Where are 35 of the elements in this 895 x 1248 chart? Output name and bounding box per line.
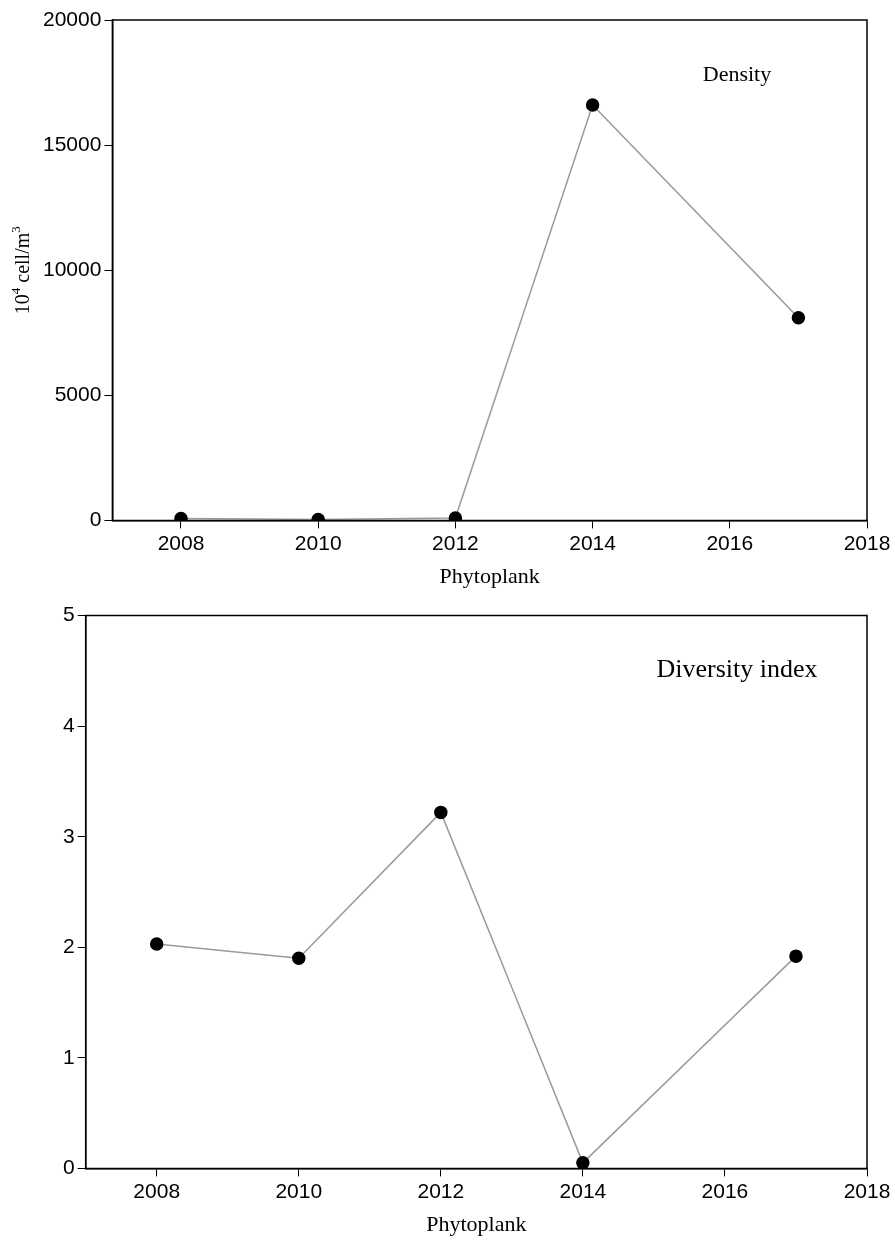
point xyxy=(149,937,164,951)
x-tick-label: 2008 xyxy=(157,530,205,554)
y-tick-label: 2 xyxy=(62,934,75,958)
y-tick-label: 0 xyxy=(62,1155,75,1179)
x-tick-label: 2016 xyxy=(706,530,754,554)
y-tick-label: 4 xyxy=(62,712,75,736)
annotation: Density xyxy=(702,60,772,86)
point xyxy=(292,951,306,966)
x-axis-title: Phytoplank xyxy=(439,562,540,588)
y-tick-label: 0 xyxy=(89,507,102,531)
x-tick-label: 2008 xyxy=(133,1178,181,1202)
point xyxy=(434,805,448,820)
point xyxy=(789,949,803,963)
y-axis-title: 104 cell/m3 xyxy=(8,226,34,315)
x-tick-label: 2014 xyxy=(569,530,617,554)
x-axis-title: Phytoplank xyxy=(426,1210,527,1236)
annotation: Diversity index xyxy=(656,654,818,684)
y-tick-label: 3 xyxy=(62,823,75,847)
y-tick-label: 5000 xyxy=(54,382,102,406)
x-tick-label: 2010 xyxy=(294,530,342,554)
point xyxy=(585,98,600,112)
x-tick-label: 2018 xyxy=(843,530,891,554)
point xyxy=(576,1156,590,1169)
y-tick-label: 1 xyxy=(62,1044,75,1068)
x-tick-label: 2016 xyxy=(701,1178,749,1202)
y-tick-label: 20000 xyxy=(42,6,102,30)
y-tick-label: 15000 xyxy=(42,131,102,155)
x-tick-label: 2010 xyxy=(275,1178,323,1202)
y-tick-label: 10000 xyxy=(42,257,102,280)
x-tick-label: 2014 xyxy=(559,1178,607,1202)
x-tick-label: 2012 xyxy=(432,530,479,554)
x-tick-label: 2012 xyxy=(417,1178,465,1202)
x-tick-label: 2018 xyxy=(843,1178,891,1202)
y-tick-label: 5 xyxy=(62,602,75,626)
point xyxy=(791,310,806,325)
